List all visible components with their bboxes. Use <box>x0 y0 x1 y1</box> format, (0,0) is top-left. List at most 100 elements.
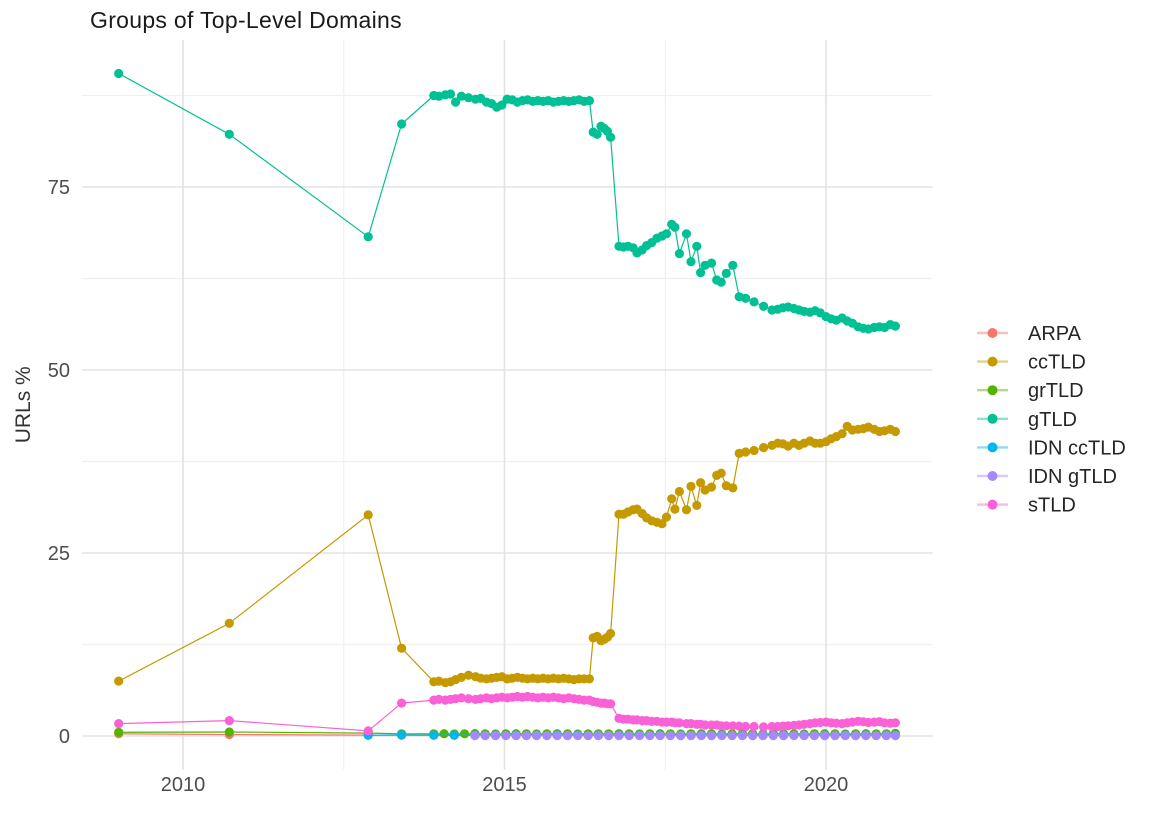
data-point <box>114 719 124 729</box>
data-point <box>727 731 737 741</box>
data-point <box>451 97 461 107</box>
legend-label: grTLD <box>1028 380 1084 402</box>
series-gtld <box>114 68 901 334</box>
data-point <box>759 722 769 732</box>
data-point <box>552 731 562 741</box>
data-point <box>542 731 552 741</box>
data-point <box>716 277 726 287</box>
data-point <box>779 731 789 741</box>
data-point <box>717 731 727 741</box>
data-point <box>490 731 501 741</box>
data-point <box>748 731 758 741</box>
data-point <box>830 731 840 741</box>
legend-item-cctld: ccTLD <box>977 352 1086 374</box>
data-point <box>604 731 614 741</box>
legend-key-dot <box>987 442 998 453</box>
data-point <box>606 132 616 142</box>
data-point <box>696 731 706 741</box>
data-point <box>456 91 466 101</box>
data-point <box>463 694 474 704</box>
data-point <box>840 731 850 741</box>
data-point <box>681 505 692 515</box>
legend-item-idn-gtld: IDN gTLD <box>977 466 1117 488</box>
legend-label: ccTLD <box>1028 352 1086 374</box>
legend-label: IDN ccTLD <box>1028 437 1126 459</box>
data-point <box>624 731 634 741</box>
data-point <box>692 500 702 510</box>
data-point <box>728 260 738 270</box>
data-point <box>363 510 373 520</box>
data-point <box>521 731 532 741</box>
data-point <box>655 731 665 741</box>
data-point <box>114 676 124 686</box>
data-point <box>676 731 686 741</box>
series-cctld <box>114 421 901 688</box>
legend-label: IDN gTLD <box>1028 466 1117 488</box>
data-point <box>665 731 676 741</box>
data-point <box>890 321 901 331</box>
data-point <box>749 297 759 307</box>
data-point <box>670 504 680 514</box>
series-stld <box>114 691 901 736</box>
data-point <box>890 718 901 728</box>
data-point <box>696 478 706 488</box>
data-point <box>686 731 696 741</box>
data-point <box>759 443 769 453</box>
legend-item-gtld: gTLD <box>977 409 1077 431</box>
y-axis-title: URLs % <box>12 366 35 443</box>
data-point <box>706 258 717 268</box>
legend-key-dot <box>987 471 998 481</box>
data-point <box>460 729 470 739</box>
y-tick-label: 25 <box>48 543 70 565</box>
data-point <box>837 429 847 439</box>
data-point <box>511 731 521 741</box>
data-point <box>667 494 677 504</box>
data-point <box>674 486 685 497</box>
data-point <box>721 268 731 278</box>
data-point <box>645 731 655 741</box>
data-point <box>439 729 449 739</box>
data-point <box>224 618 234 628</box>
data-point <box>661 512 672 522</box>
data-point <box>224 727 234 737</box>
data-point <box>681 229 692 239</box>
data-point <box>583 731 593 741</box>
y-tick-label: 50 <box>48 360 70 382</box>
x-tick-label: 2010 <box>161 774 206 796</box>
data-point <box>480 731 490 741</box>
data-point <box>749 445 759 456</box>
data-point <box>397 730 407 740</box>
data-point <box>397 119 407 129</box>
data-point <box>890 426 901 437</box>
data-point <box>449 730 459 740</box>
legend-label: ARPA <box>1028 323 1082 345</box>
legend-label: gTLD <box>1028 409 1077 431</box>
data-point <box>456 693 466 703</box>
data-point <box>670 222 680 232</box>
data-point <box>429 730 439 740</box>
data-point <box>397 698 407 708</box>
data-point <box>224 129 234 139</box>
series-idn-gtld <box>470 731 901 741</box>
data-point <box>470 731 480 741</box>
data-point <box>881 731 892 741</box>
data-point <box>674 718 685 728</box>
x-tick-label: 2020 <box>804 774 849 796</box>
legend-item-grtld: grTLD <box>977 380 1084 402</box>
data-point <box>706 731 717 741</box>
data-point <box>634 731 645 741</box>
data-point <box>686 481 696 491</box>
legend-key-dot <box>987 356 998 367</box>
legend-item-idn-cctld: IDN ccTLD <box>977 437 1126 459</box>
data-point <box>606 628 616 639</box>
data-point <box>606 699 616 709</box>
legend-label: sTLD <box>1028 495 1076 517</box>
data-point <box>674 249 685 259</box>
data-point <box>532 731 542 741</box>
data-point <box>749 721 759 732</box>
data-point <box>700 720 710 730</box>
data-point <box>799 731 809 741</box>
data-point <box>661 229 672 239</box>
data-point <box>820 731 830 741</box>
